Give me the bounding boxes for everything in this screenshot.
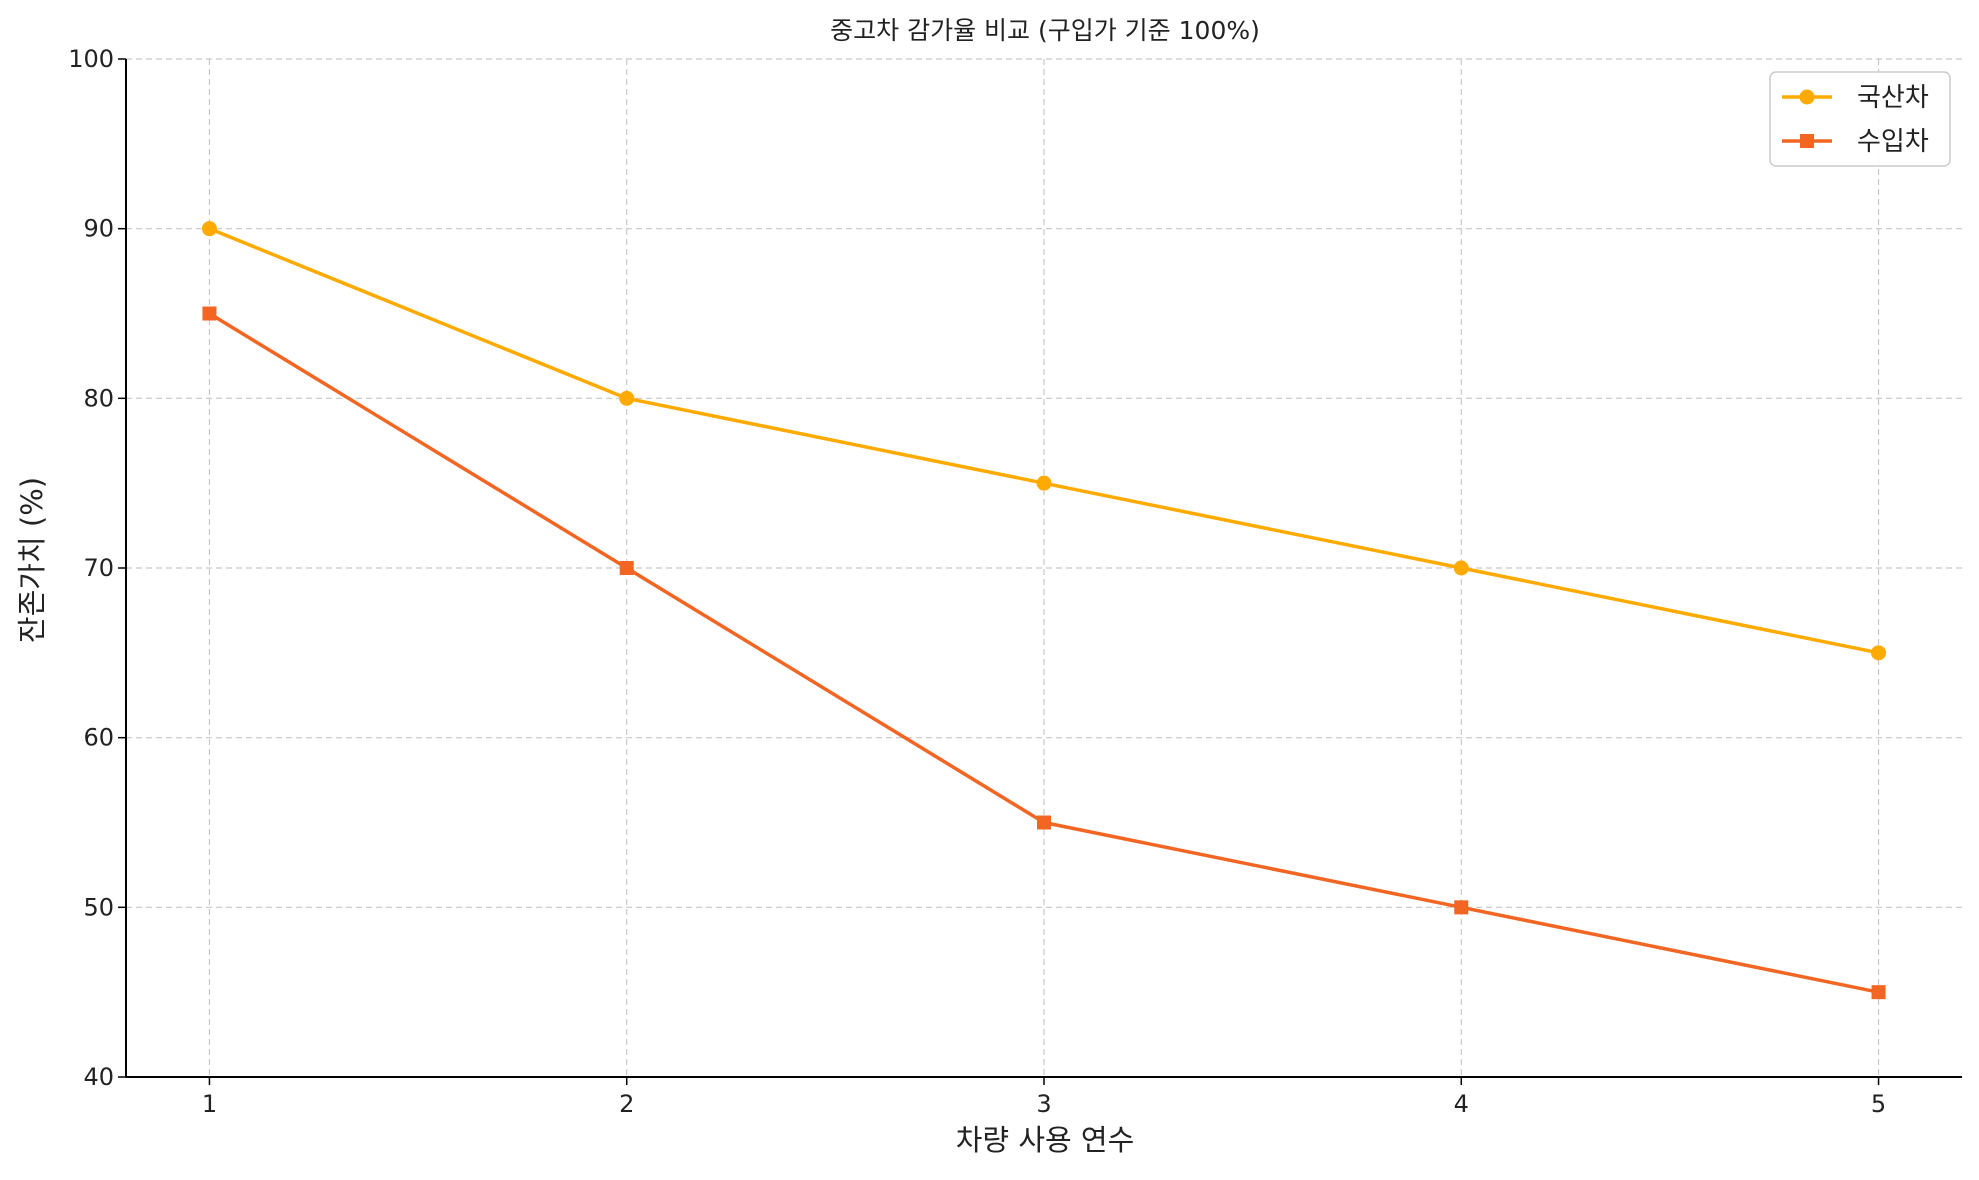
grid bbox=[126, 58, 1962, 1078]
data-point-1 bbox=[201, 221, 217, 237]
legend-marker-2 bbox=[1800, 134, 1814, 148]
y-axis-label: 잔존가치 (%) bbox=[15, 477, 49, 643]
y-tick-label: 80 bbox=[83, 384, 114, 412]
legend-marker-1 bbox=[1799, 89, 1815, 105]
data-point-2 bbox=[202, 306, 217, 321]
x-tick-label: 4 bbox=[1454, 1090, 1469, 1118]
x-tick-label: 3 bbox=[1036, 1090, 1051, 1118]
y-tick-label: 40 bbox=[83, 1063, 114, 1091]
data-point-1 bbox=[1871, 645, 1887, 661]
axes bbox=[118, 58, 1962, 1085]
tick-labels: 1 2 3 4 5 40 50 60 70 80 90 100 bbox=[68, 45, 1886, 1118]
data-point-2 bbox=[1037, 815, 1051, 830]
y-tick-label: 50 bbox=[83, 893, 114, 921]
data-point-1 bbox=[1036, 475, 1052, 491]
y-tick-label: 100 bbox=[68, 45, 114, 73]
data-point-2 bbox=[1454, 900, 1469, 915]
data-point-1 bbox=[1453, 560, 1469, 576]
data-point-2 bbox=[1871, 985, 1886, 1000]
legend-label-1: 국산차 bbox=[1857, 83, 1929, 113]
legend-label-2: 수입차 bbox=[1857, 127, 1929, 157]
y-tick-label: 60 bbox=[83, 724, 114, 752]
x-tick-label: 5 bbox=[1871, 1090, 1886, 1118]
series-layer bbox=[201, 221, 1887, 1000]
data-point-2 bbox=[619, 561, 634, 575]
x-tick-label: 2 bbox=[619, 1090, 634, 1118]
chart-title: 중고차 감가율 비교 (구입가 기준 100%) bbox=[830, 16, 1260, 45]
x-axis-label: 차량 사용 연수 bbox=[956, 1123, 1135, 1157]
y-tick-label: 70 bbox=[83, 554, 114, 582]
x-tick-label: 1 bbox=[202, 1090, 217, 1118]
y-tick-label: 90 bbox=[83, 215, 114, 243]
data-point-1 bbox=[619, 390, 635, 406]
